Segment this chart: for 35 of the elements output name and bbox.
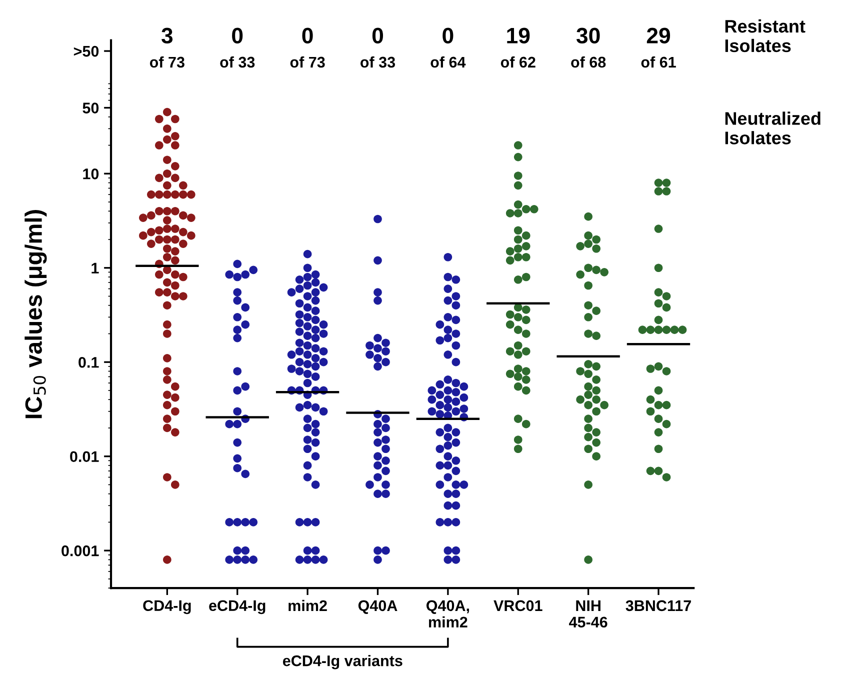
y-tick-label: 0.1: [78, 356, 99, 368]
annotation: of 61: [641, 56, 676, 68]
y-tick-label: 50: [82, 102, 99, 114]
x-tick-label: CD4-Ig: [143, 600, 191, 614]
annotation: of 64: [430, 56, 466, 68]
annotation: 0: [372, 28, 384, 44]
y-tick-label: 0.001: [62, 545, 99, 556]
annotation: of 73: [150, 56, 184, 68]
annotation: 0: [302, 28, 313, 44]
x-tick-label: Q40A: [358, 600, 398, 614]
y-tick-label: 10: [83, 168, 99, 180]
annotation: of 73: [290, 56, 325, 68]
x-tick-label: NIH 45-46: [569, 600, 608, 628]
annotation: 0: [442, 28, 454, 44]
x-tick-label: VRC01: [494, 600, 542, 612]
annotation: of 33: [360, 56, 396, 68]
y-axis-title: IC$_{50}$ values (μg/ml): [24, 210, 47, 418]
annotation: of 68: [571, 56, 606, 68]
y-tick-label: 1: [92, 262, 99, 274]
x-tick-label: 3BNC117: [626, 600, 691, 612]
annotation: of 33: [220, 56, 255, 68]
annotation: 30: [576, 28, 600, 44]
x-tick-label: mim2: [288, 600, 327, 611]
annotation: 3: [161, 28, 173, 44]
y-tick-label: >50: [74, 46, 99, 57]
text: Resistant Isolates: [725, 19, 806, 52]
annotation: 19: [507, 28, 530, 44]
text: eCD4-Ig variants: [282, 654, 402, 670]
annotation: 29: [646, 28, 670, 44]
x-tick-label: Q40A, mim2: [426, 600, 469, 628]
y-tick-label: 0.01: [70, 451, 99, 462]
text: Neutralized Isolates: [725, 112, 820, 144]
x-tick-label: eCD4-Ig: [209, 600, 266, 614]
annotation: 0: [232, 28, 243, 44]
annotation: of 62: [500, 56, 536, 68]
